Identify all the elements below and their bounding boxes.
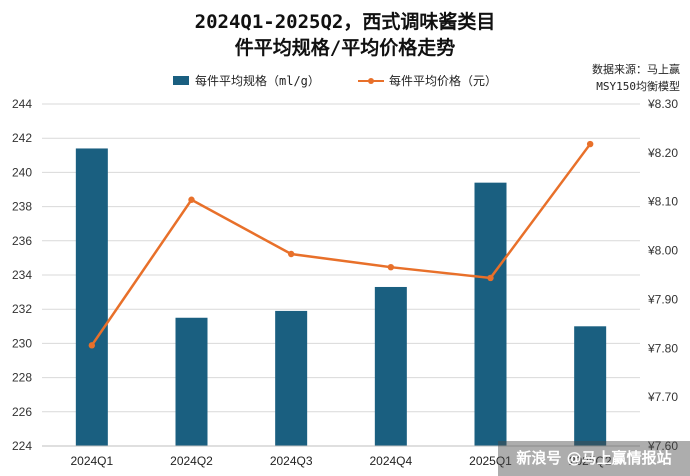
price-marker [586, 140, 594, 148]
chart-title-line2: 件平均规格/平均价格走势 [235, 36, 455, 59]
y-left-tick-label: 232 [12, 302, 32, 316]
y-left-tick-label: 234 [12, 268, 32, 282]
y-right-tick-label: ¥8.20 [647, 146, 678, 160]
legend-swatch-marker [368, 78, 374, 84]
y-right-tick-label: ¥8.00 [647, 244, 678, 258]
gridlines [42, 103, 640, 447]
bar [374, 286, 407, 446]
legend: 每件平均规格（ml/g） 每件平均价格（元） [173, 73, 497, 88]
bar [474, 182, 507, 446]
y-left-tick-label: 244 [12, 97, 32, 111]
y-right-tick-label: ¥7.60 [647, 439, 678, 453]
y-left-tick-label: 224 [12, 439, 32, 453]
x-tick-label: 2024Q1 [70, 454, 113, 468]
price-marker [487, 274, 494, 282]
legend-label-line: 每件平均价格（元） [389, 73, 497, 88]
legend-label-bar: 每件平均规格（ml/g） [195, 73, 320, 88]
x-tick-label: 2024Q2 [170, 454, 213, 468]
legend-swatch-bar [173, 76, 189, 85]
watermark: 新浪号 @马上赢情报站 [498, 441, 690, 476]
y-left-tick-label: 228 [12, 371, 32, 385]
line-series [88, 140, 594, 349]
y-left-tick-label: 240 [12, 165, 32, 179]
bar [275, 310, 308, 446]
bar-series [75, 148, 607, 446]
price-marker [287, 250, 295, 258]
source-line2: MSY150均衡模型 [596, 79, 680, 93]
x-tick-label: 2025Q2 [569, 454, 612, 468]
y-right-tick-label: ¥7.80 [647, 341, 678, 355]
watermark-background [498, 441, 690, 476]
price-marker [188, 196, 195, 203]
y-axis-right: ¥7.60 ¥7.70 ¥7.80 ¥7.90 ¥8.00 ¥8.10 ¥8.20 ¥8.30 [647, 97, 678, 453]
x-tick-label: 2024Q4 [369, 454, 412, 468]
source-line1: 数据来源：马上赢 [592, 62, 680, 76]
price-line [90, 143, 592, 347]
bar [574, 326, 607, 446]
bar [175, 317, 208, 446]
watermark-text: 新浪号 @马上赢情报站 [516, 449, 671, 467]
y-axis-left: 224 226 228 230 232 234 236 238 240 242 244 [12, 97, 32, 453]
price-marker [387, 263, 395, 271]
y-left-tick-label: 226 [12, 405, 32, 419]
bar [75, 148, 108, 446]
chart-title-line1: 2024Q1-2025Q2，西式调味酱类目 [195, 10, 496, 33]
x-axis: 2024Q1 2024Q2 2024Q3 2024Q4 2025Q1 2025Q2 [42, 445, 640, 468]
y-right-tick-label: ¥7.90 [647, 292, 678, 306]
y-left-tick-label: 242 [12, 131, 32, 145]
x-tick-label: 2025Q1 [469, 454, 512, 468]
y-left-tick-label: 238 [12, 200, 32, 214]
y-left-tick-label: 230 [12, 336, 32, 350]
price-marker [88, 342, 96, 349]
y-right-tick-label: ¥7.70 [647, 390, 678, 404]
y-left-tick-label: 236 [12, 234, 32, 248]
x-tick-label: 2024Q3 [270, 454, 313, 468]
y-right-tick-label: ¥8.10 [647, 195, 678, 209]
y-right-tick-label: ¥8.30 [647, 97, 678, 111]
